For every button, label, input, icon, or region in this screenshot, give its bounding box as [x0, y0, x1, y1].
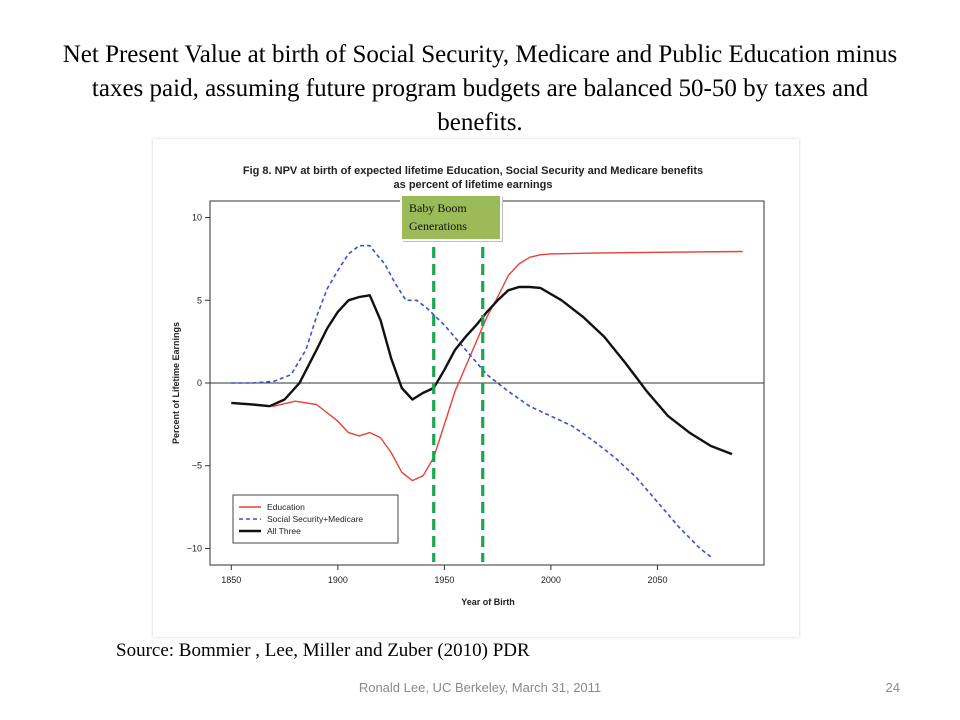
y-tick-label: 0 — [197, 378, 202, 388]
footer-text: Ronald Lee, UC Berkeley, March 31, 2011 — [358, 680, 602, 695]
page-number: 24 — [885, 680, 900, 695]
chart: Fig 8. NPV at birth of expected lifetime… — [171, 165, 765, 607]
source-citation: Source: Bommier , Lee, Miller and Zuber … — [116, 640, 530, 661]
x-tick-label: 1900 — [328, 575, 348, 585]
chart-title-line1: Fig 8. NPV at birth of expected lifetime… — [243, 165, 703, 177]
y-axis-label: Percent of Lifetime Earnings — [171, 322, 181, 444]
x-tick-label: 1850 — [221, 575, 241, 585]
series-line-1 — [231, 244, 714, 560]
x-tick-label: 2050 — [647, 575, 667, 585]
y-tick-label: 10 — [192, 213, 202, 223]
legend-label-1: Social Security+Medicare — [267, 514, 363, 524]
callout-box — [400, 194, 502, 241]
series-line-2 — [231, 285, 733, 456]
figure-panel: Fig 8. NPV at birth of expected lifetime… — [153, 139, 799, 637]
y-tick-label: −5 — [192, 461, 202, 471]
legend-label-2: All Three — [267, 526, 301, 536]
y-tick-label: −10 — [187, 543, 202, 553]
x-tick-label: 2000 — [541, 575, 561, 585]
y-tick-label: 5 — [197, 295, 202, 305]
callout-line1: Baby Boom — [409, 201, 467, 215]
chart-title-line2: as percent of lifetime earnings — [394, 179, 553, 191]
slide-title: Net Present Value at birth of Social Sec… — [62, 41, 898, 136]
x-axis-label: Year of Birth — [461, 597, 515, 607]
callout-line2: Generations — [409, 219, 467, 233]
legend-label-0: Education — [267, 502, 305, 512]
x-tick-label: 1950 — [434, 575, 454, 585]
